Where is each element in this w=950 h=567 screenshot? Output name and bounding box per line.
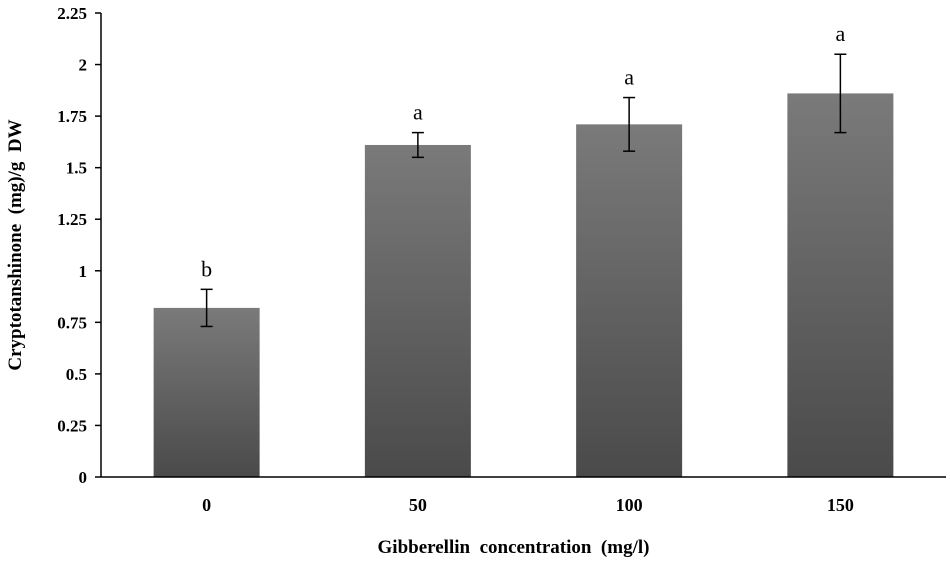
- y-tick-label: 0.75: [57, 313, 87, 332]
- x-tick-label: 0: [202, 495, 211, 515]
- y-tick-label: 1.5: [66, 159, 87, 178]
- x-tick-label: 100: [616, 495, 643, 515]
- x-tick-label: 150: [827, 495, 854, 515]
- y-tick-label: 0.5: [66, 365, 87, 384]
- significance-letter: b: [201, 256, 212, 281]
- y-tick-label: 0: [79, 468, 88, 487]
- y-tick-label: 2: [79, 56, 88, 75]
- y-tick-label: 1: [79, 262, 88, 281]
- significance-letter: a: [624, 65, 634, 90]
- bar-50: [364, 144, 471, 477]
- significance-letter: a: [835, 21, 845, 46]
- y-tick-label: 2.25: [57, 4, 87, 23]
- y-tick-label: 1.25: [57, 210, 87, 229]
- error-bars: [200, 53, 847, 328]
- significance-letter: a: [413, 100, 423, 125]
- x-tick-label: 50: [409, 495, 427, 515]
- bars: [153, 93, 894, 478]
- y-axis-title: Cryptotanshinone (mg)/g DW: [5, 119, 26, 370]
- x-axis-title: Gibberellin concentration (mg/l): [378, 537, 650, 558]
- significance-letters: b a a a: [201, 21, 845, 281]
- x-axis-categories: 0 50 100 150: [202, 495, 854, 515]
- bar-0: [153, 307, 260, 477]
- bar-100: [576, 124, 683, 478]
- y-axis-ticks: 0 0.25 0.5 0.75 1 1.25 1.5 1.75 2 2.25: [57, 4, 101, 487]
- bar-150: [787, 93, 894, 477]
- y-tick-label: 0.25: [57, 416, 87, 435]
- y-tick-label: 1.75: [57, 107, 87, 126]
